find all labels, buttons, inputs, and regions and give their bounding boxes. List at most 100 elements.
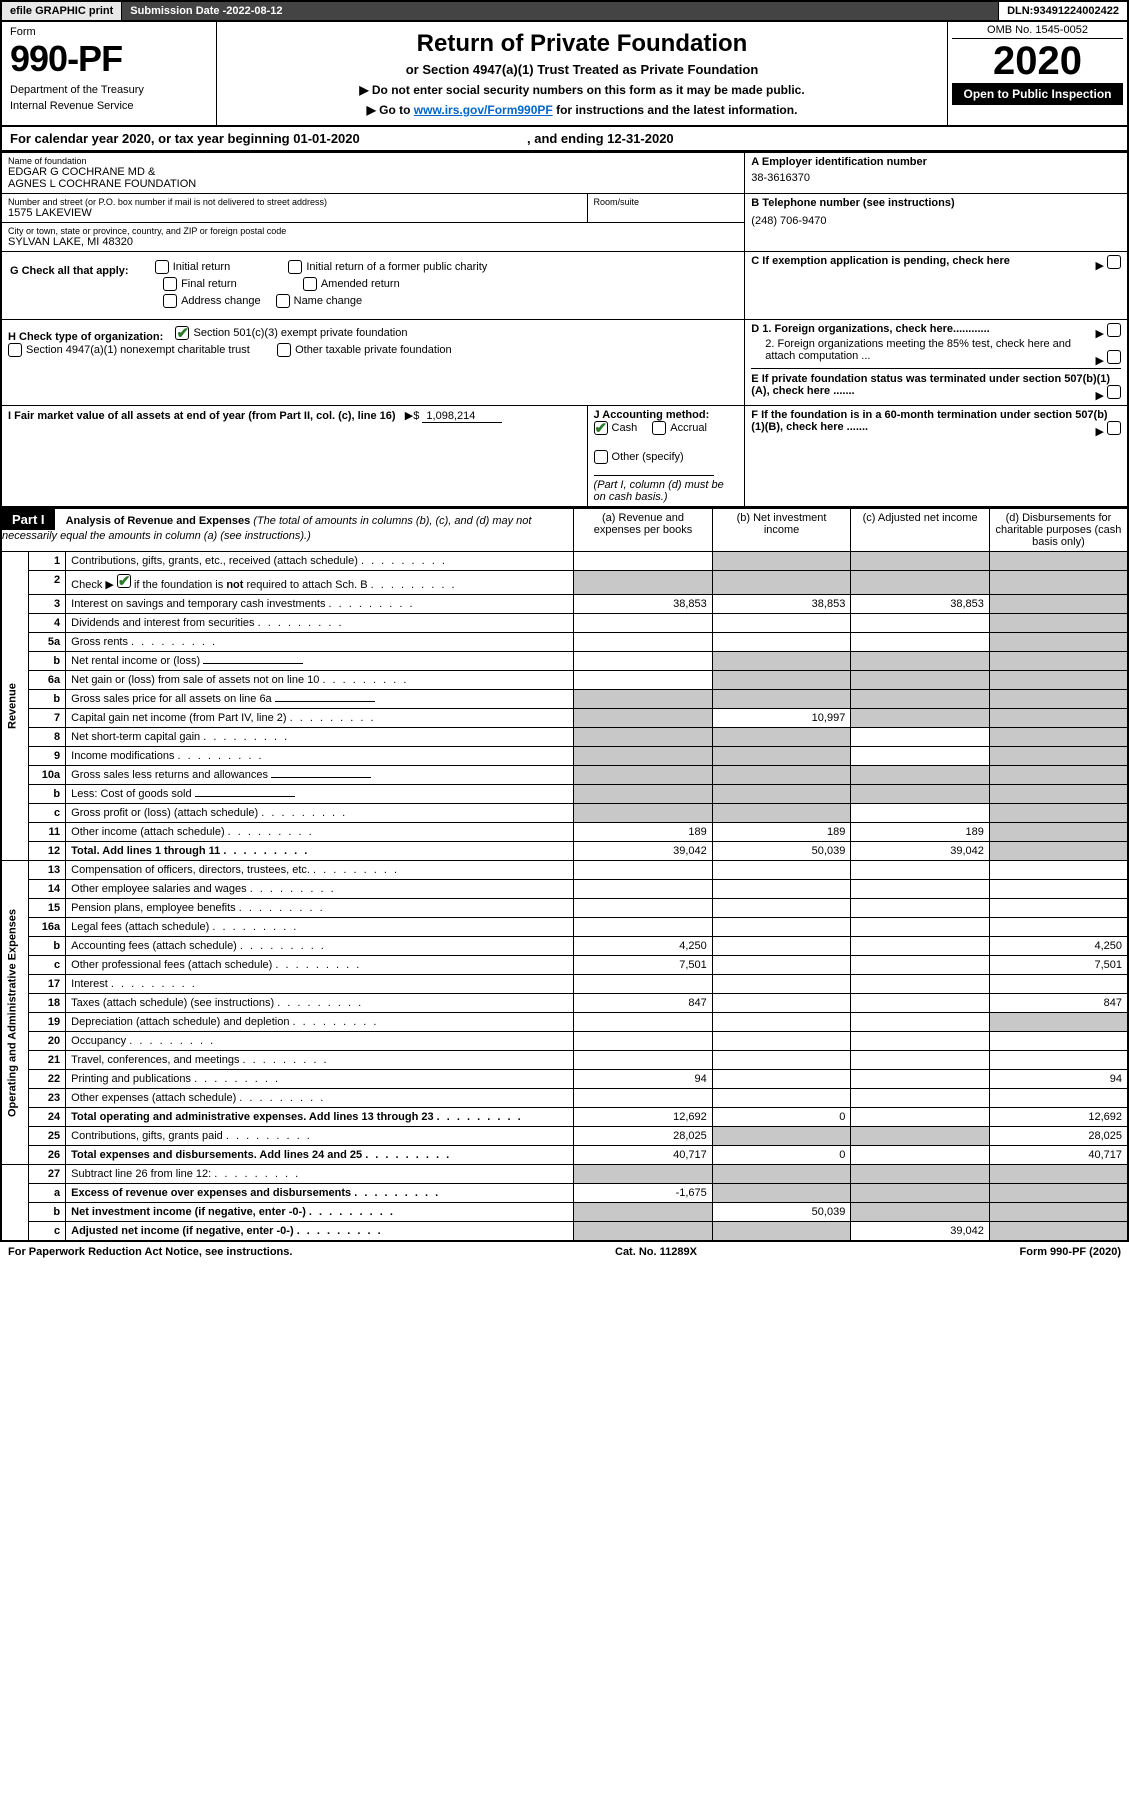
table-cell: [712, 1013, 851, 1032]
cb-other-taxable[interactable]: Other taxable private foundation: [277, 343, 452, 357]
line-number: 9: [29, 747, 66, 766]
line-desc: Compensation of officers, directors, tru…: [66, 861, 574, 880]
table-cell: [851, 766, 990, 785]
cb-e[interactable]: ▶: [1095, 385, 1121, 402]
city-value: SYLVAN LAKE, MI 48320: [8, 236, 738, 248]
line-desc: Net gain or (loss) from sale of assets n…: [66, 671, 574, 690]
line-desc: Depreciation (attach schedule) and deple…: [66, 1013, 574, 1032]
line-desc: Net short-term capital gain: [66, 728, 574, 747]
table-cell: 7,501: [574, 956, 713, 975]
line-desc: Gross sales less returns and allowances: [66, 766, 574, 785]
table-cell: [989, 728, 1128, 747]
table-row: 8Net short-term capital gain: [1, 728, 1128, 747]
form-subtitle: or Section 4947(a)(1) Trust Treated as P…: [237, 62, 927, 77]
cb-initial-former-public[interactable]: Initial return of a former public charit…: [288, 260, 487, 274]
inline-field[interactable]: [203, 663, 303, 664]
table-cell: [574, 880, 713, 899]
cb-address-change[interactable]: Address change: [163, 294, 261, 308]
inline-field[interactable]: [271, 777, 371, 778]
table-row: cOther professional fees (attach schedul…: [1, 956, 1128, 975]
line-desc: Gross rents: [66, 633, 574, 652]
table-cell: [712, 1032, 851, 1051]
line-number: 14: [29, 880, 66, 899]
phone-value: (248) 706-9470: [751, 215, 1121, 227]
cb-final-return[interactable]: Final return: [163, 277, 237, 291]
table-cell: 38,853: [712, 595, 851, 614]
foundation-name-label: Name of foundation: [8, 156, 738, 166]
line-desc: Total expenses and disbursements. Add li…: [66, 1146, 574, 1165]
header-left: Form 990-PF Department of the Treasury I…: [2, 22, 217, 125]
other-method-field[interactable]: [594, 475, 714, 476]
inline-field[interactable]: [195, 796, 295, 797]
line-number: 13: [29, 861, 66, 880]
efile-label[interactable]: efile GRAPHIC print: [2, 2, 122, 20]
table-cell: [851, 1165, 990, 1184]
table-cell: [989, 633, 1128, 652]
table-cell: [712, 747, 851, 766]
table-cell: 189: [574, 823, 713, 842]
table-cell: [989, 880, 1128, 899]
line-number: c: [29, 956, 66, 975]
table-cell: [574, 614, 713, 633]
calyear-begin: 01-01-2020: [293, 131, 360, 146]
table-cell: 10,997: [712, 709, 851, 728]
table-cell: [574, 747, 713, 766]
table-cell: 39,042: [574, 842, 713, 861]
line-desc: Other expenses (attach schedule): [66, 1089, 574, 1108]
table-row: 4Dividends and interest from securities: [1, 614, 1128, 633]
c-pending-check[interactable]: ▶: [1095, 255, 1121, 272]
cb-501c3[interactable]: Section 501(c)(3) exempt private foundat…: [175, 326, 407, 340]
table-cell: [989, 804, 1128, 823]
city-label: City or town, state or province, country…: [8, 226, 738, 236]
table-cell: [851, 861, 990, 880]
cb-accrual[interactable]: Accrual: [652, 421, 707, 435]
table-cell: [712, 975, 851, 994]
table-cell: [574, 709, 713, 728]
instructions-link[interactable]: www.irs.gov/Form990PF: [414, 103, 553, 117]
line-desc: Net rental income or (loss): [66, 652, 574, 671]
line-desc: Less: Cost of goods sold: [66, 785, 574, 804]
table-cell: [712, 633, 851, 652]
ein-value: 38-3616370: [751, 172, 1121, 184]
table-cell: [989, 1184, 1128, 1203]
table-row: 7Capital gain net income (from Part IV, …: [1, 709, 1128, 728]
inline-field[interactable]: [275, 701, 375, 702]
table-row: aExcess of revenue over expenses and dis…: [1, 1184, 1128, 1203]
cb-d1[interactable]: ▶: [1095, 323, 1121, 340]
line-desc: Subtract line 26 from line 12:: [66, 1165, 574, 1184]
open-public-badge: Open to Public Inspection: [952, 83, 1123, 105]
line-number: 16a: [29, 918, 66, 937]
table-cell: [989, 1222, 1128, 1242]
dept-treasury: Department of the Treasury: [10, 84, 208, 96]
dln: DLN: 93491224002422: [999, 2, 1127, 20]
table-row: bAccounting fees (attach schedule) 4,250…: [1, 937, 1128, 956]
table-cell: [712, 861, 851, 880]
cb-4947[interactable]: Section 4947(a)(1) nonexempt charitable …: [8, 343, 250, 357]
line-desc: Total operating and administrative expen…: [66, 1108, 574, 1127]
table-cell: [851, 956, 990, 975]
line-number: 11: [29, 823, 66, 842]
cb-initial-return[interactable]: Initial return: [155, 260, 230, 274]
cb-f[interactable]: ▶: [1095, 421, 1121, 438]
table-cell: 94: [989, 1070, 1128, 1089]
cb-amended-return[interactable]: Amended return: [303, 277, 400, 291]
line-number: 1: [29, 552, 66, 571]
cb-schB[interactable]: [117, 574, 131, 588]
c-pending-label: C If exemption application is pending, c…: [751, 255, 1121, 267]
table-row: 25Contributions, gifts, grants paid 28,0…: [1, 1127, 1128, 1146]
cb-d2[interactable]: ▶: [1095, 350, 1121, 367]
part1-label: Part I: [2, 509, 55, 530]
line-desc: Gross profit or (loss) (attach schedule): [66, 804, 574, 823]
header-center: Return of Private Foundation or Section …: [217, 22, 947, 125]
table-cell: [712, 994, 851, 1013]
table-cell: [851, 785, 990, 804]
table-cell: [712, 880, 851, 899]
table-cell: 28,025: [574, 1127, 713, 1146]
table-row: 24Total operating and administrative exp…: [1, 1108, 1128, 1127]
table-cell: [989, 1013, 1128, 1032]
cb-cash[interactable]: Cash: [594, 421, 638, 435]
cb-other-method[interactable]: Other (specify): [594, 450, 684, 464]
table-cell: [851, 1203, 990, 1222]
table-row: 14Other employee salaries and wages: [1, 880, 1128, 899]
cb-name-change[interactable]: Name change: [276, 294, 363, 308]
